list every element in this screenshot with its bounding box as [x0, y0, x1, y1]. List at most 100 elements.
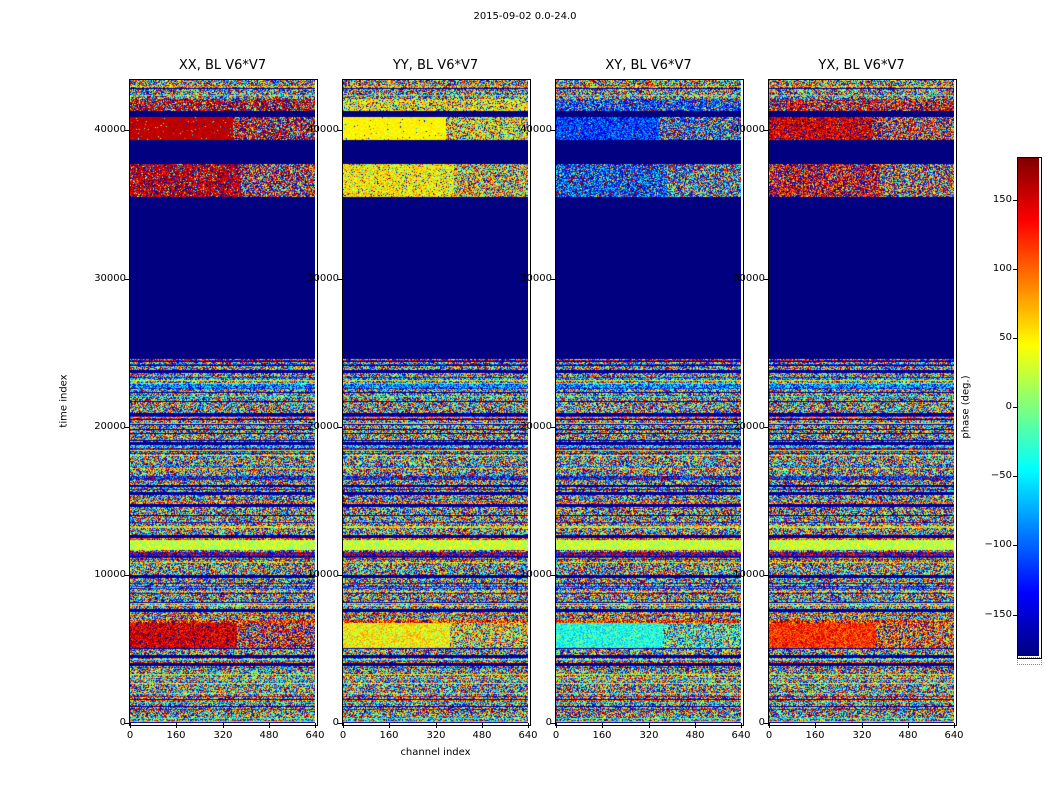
y-tick-label: 0: [119, 717, 126, 728]
y-tick: [551, 130, 556, 131]
y-tick-label: 0: [758, 717, 765, 728]
x-tick: [954, 723, 955, 728]
y-tick: [125, 575, 130, 576]
heatmap-canvas-xy: [556, 80, 741, 723]
y-tick: [551, 427, 556, 428]
x-tick-label: 0: [339, 730, 347, 741]
y-tick-label: 0: [332, 717, 339, 728]
colorbar-tick-label: −100: [984, 539, 1012, 550]
x-tick-label: 320: [426, 730, 446, 741]
x-tick-label: 320: [639, 730, 659, 741]
y-tick: [338, 427, 343, 428]
figure-title: 2015-09-02 0.0-24.0: [473, 11, 577, 22]
colorbar-tick: [1013, 338, 1018, 339]
x-tick-label: 480: [898, 730, 918, 741]
x-tick: [343, 723, 344, 728]
panel-title-xx: XX, BL V6*V7: [178, 58, 267, 73]
colorbar-extension: [1017, 657, 1042, 665]
y-tick: [764, 723, 769, 724]
colorbar-tick: [1013, 476, 1018, 477]
x-tick: [556, 723, 557, 728]
x-tick: [908, 723, 909, 728]
y-tick: [125, 279, 130, 280]
y-tick-label: 30000: [520, 273, 552, 284]
colorbar-tick-label: 150: [992, 194, 1012, 205]
x-tick: [769, 723, 770, 728]
colorbar-tick-label: 50: [999, 332, 1012, 343]
y-tick-label: 30000: [307, 273, 339, 284]
x-tick: [649, 723, 650, 728]
y-tick-label: 10000: [733, 569, 765, 580]
y-tick-label: 40000: [307, 124, 339, 135]
colorbar-label: phase (deg.): [960, 375, 972, 439]
y-tick-label: 30000: [733, 273, 765, 284]
x-tick-label: 640: [944, 730, 964, 741]
y-tick-label: 20000: [307, 421, 339, 432]
panel-title-yy: YY, BL V6*V7: [392, 58, 479, 73]
y-tick-label: 40000: [733, 124, 765, 135]
y-tick-label: 10000: [520, 569, 552, 580]
y-tick: [551, 575, 556, 576]
x-tick-label: 0: [765, 730, 773, 741]
y-tick-label: 20000: [733, 421, 765, 432]
x-tick: [130, 723, 131, 728]
x-tick-label: 480: [685, 730, 705, 741]
y-tick: [764, 427, 769, 428]
y-tick: [551, 279, 556, 280]
x-tick-label: 160: [805, 730, 825, 741]
y-axis-label: time index: [58, 374, 70, 428]
y-tick-label: 20000: [94, 421, 126, 432]
colorbar-canvas: [1018, 158, 1039, 656]
x-tick: [176, 723, 177, 728]
y-tick-label: 0: [545, 717, 552, 728]
y-tick: [125, 130, 130, 131]
colorbar-tick-label: 100: [992, 263, 1012, 274]
colorbar-tick: [1013, 615, 1018, 616]
y-tick: [764, 575, 769, 576]
y-tick: [125, 723, 130, 724]
x-tick: [269, 723, 270, 728]
x-tick: [482, 723, 483, 728]
x-axis-label: channel index: [400, 747, 471, 758]
colorbar-tick-label: −150: [984, 609, 1012, 620]
heatmap-canvas-yx: [769, 80, 954, 723]
x-tick: [695, 723, 696, 728]
x-tick-label: 640: [518, 730, 538, 741]
x-tick: [862, 723, 863, 728]
x-tick: [389, 723, 390, 728]
y-tick-label: 30000: [94, 273, 126, 284]
y-tick: [764, 130, 769, 131]
colorbar-tick: [1013, 545, 1018, 546]
colorbar-tick: [1013, 200, 1018, 201]
x-tick: [223, 723, 224, 728]
y-tick: [338, 130, 343, 131]
heatmap-canvas-xx: [130, 80, 315, 723]
y-tick: [338, 279, 343, 280]
y-tick: [551, 723, 556, 724]
y-tick-label: 40000: [94, 124, 126, 135]
x-tick: [815, 723, 816, 728]
x-tick-label: 160: [379, 730, 399, 741]
colorbar-tick-label: −50: [990, 470, 1012, 481]
x-tick-label: 160: [166, 730, 186, 741]
colorbar-tick: [1013, 407, 1018, 408]
x-tick-label: 0: [552, 730, 560, 741]
x-tick-label: 480: [259, 730, 279, 741]
x-tick-label: 480: [472, 730, 492, 741]
y-tick-label: 40000: [520, 124, 552, 135]
y-tick-label: 20000: [520, 421, 552, 432]
x-tick-label: 640: [731, 730, 751, 741]
y-tick: [338, 575, 343, 576]
y-tick-label: 10000: [307, 569, 339, 580]
y-tick-label: 10000: [94, 569, 126, 580]
heatmap-canvas-yy: [343, 80, 528, 723]
colorbar-tick: [1013, 269, 1018, 270]
x-tick: [602, 723, 603, 728]
x-tick-label: 160: [592, 730, 612, 741]
y-tick: [764, 279, 769, 280]
y-tick: [338, 723, 343, 724]
x-tick-label: 640: [305, 730, 325, 741]
panel-title-yx: YX, BL V6*V7: [818, 58, 905, 73]
y-tick: [125, 427, 130, 428]
